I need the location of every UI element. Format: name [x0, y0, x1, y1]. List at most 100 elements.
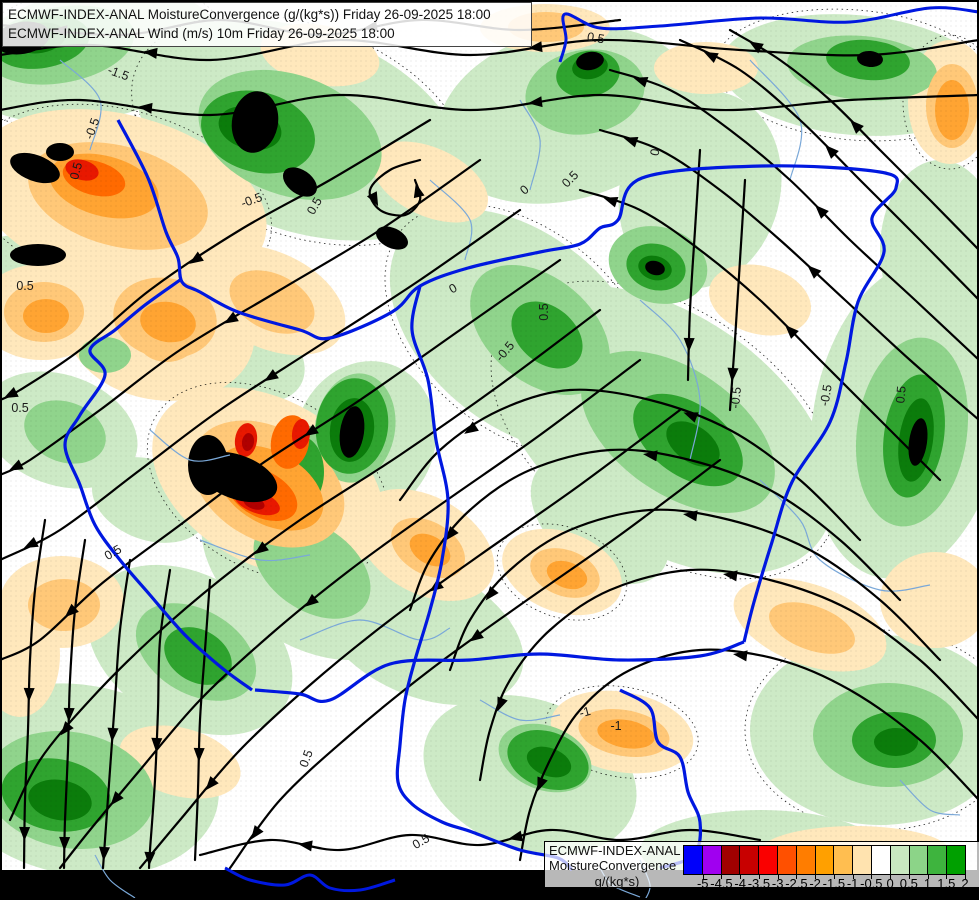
legend-tick	[721, 875, 723, 879]
legend-cell	[815, 846, 835, 874]
wind-streamline	[0, 258, 562, 662]
streamline-arrowhead	[189, 251, 204, 264]
tributary-river	[94, 854, 136, 899]
streamline-arrowhead	[60, 721, 74, 736]
contour-label: 0.5	[537, 303, 551, 320]
legend-tick-label: -1	[846, 876, 859, 891]
contour-label: -0.5	[817, 383, 835, 407]
streamline-arrowhead	[508, 830, 523, 842]
wind-streamline	[478, 568, 979, 782]
contour-label: 0.5	[297, 748, 316, 769]
streamline-arrowhead	[19, 826, 31, 841]
contour-label: -1	[578, 704, 592, 720]
legend-tick	[871, 875, 873, 879]
legend-tick-label: -3	[771, 876, 784, 891]
streamline-arrowhead	[304, 424, 319, 437]
streamline-arrowhead	[683, 412, 699, 423]
legend-text: ECMWF-INDEX-ANAL MoistureConvergence g/(…	[549, 843, 685, 889]
streamline-arrowhead	[3, 386, 19, 399]
streamline-arrowhead	[633, 76, 649, 88]
legend-cell	[702, 846, 722, 874]
legend-tick-label: -5	[696, 876, 709, 891]
streamline-arrowhead	[143, 47, 158, 59]
legend-cell	[684, 846, 703, 874]
legend-units: g/(kg*s)	[594, 874, 640, 889]
contour-label: -1.5	[106, 63, 131, 84]
legend-tick	[758, 875, 760, 879]
streamline-arrowhead	[528, 41, 543, 53]
contour-label: 0.5	[893, 385, 908, 404]
river-southwest-border	[63, 278, 253, 692]
legend-tick	[777, 875, 779, 879]
streamline-arrowhead	[107, 727, 119, 742]
streamline-arrowhead	[623, 136, 639, 148]
contour-label: 0.5	[11, 401, 28, 415]
wind-streamline	[578, 188, 942, 482]
streamline-arrowhead	[683, 337, 695, 352]
streamline-arrowhead	[254, 541, 269, 555]
streamline-arrowhead	[815, 205, 829, 219]
legend-tick	[702, 875, 704, 879]
title-line-wind: ECMWF-INDEX-ANAL Wind (m/s) 10m Friday 2…	[8, 26, 395, 41]
tributary-river	[59, 59, 102, 151]
streamline-arrowhead	[727, 367, 739, 382]
streamline-arrowhead	[850, 120, 864, 134]
legend-tick-label: 1	[923, 876, 932, 891]
legend-cell	[834, 846, 854, 874]
contour-label: 0.5	[16, 279, 33, 293]
streamline-arrowhead	[785, 325, 799, 339]
river-border-layer	[63, 6, 979, 893]
streamline-arrowhead	[23, 536, 39, 549]
legend-tick-label: -0.5	[860, 876, 883, 891]
legend-colorbar-cells	[683, 845, 966, 875]
tributary-river	[899, 779, 961, 816]
streamline-arrowhead	[413, 183, 425, 199]
legend-tick	[965, 875, 966, 879]
legend-tick-label: -3.5	[747, 876, 771, 891]
legend-tick	[890, 875, 892, 879]
legend-cell	[871, 846, 891, 874]
legend-cell	[777, 846, 797, 874]
streamline-arrowhead	[485, 586, 499, 601]
legend-tick	[908, 875, 910, 879]
title-box: ECMWF-INDEX-ANAL MoistureConvergence (g/…	[2, 2, 532, 47]
legend-tick-label: -2.5	[785, 876, 808, 891]
tributary-river	[199, 539, 311, 562]
legend-tick	[796, 875, 798, 879]
legend-cell	[853, 846, 872, 874]
river-danube-south	[395, 285, 574, 872]
river-bottomband-river	[224, 866, 396, 893]
streamline-arrowhead	[59, 836, 71, 851]
streamline-arrowhead	[603, 196, 619, 208]
contour-label: 0.5	[67, 161, 85, 181]
legend-tick	[740, 875, 742, 879]
wind-streamline	[138, 408, 682, 870]
wind-streamline	[518, 648, 979, 862]
streamline-arrowhead	[528, 96, 543, 108]
wind-streamline	[0, 93, 979, 117]
legend-cell	[796, 846, 816, 874]
title-line-moisture: ECMWF-INDEX-ANAL MoistureConvergence (g/…	[8, 7, 491, 22]
legend-tick-label: 1.5	[937, 876, 956, 891]
streamline-arrowhead	[144, 851, 156, 866]
streamline-arrowhead	[138, 102, 153, 114]
streamline-arrowhead	[63, 707, 75, 722]
river-top-river	[558, 6, 979, 63]
legend-title-line1: ECMWF-INDEX-ANAL	[549, 843, 681, 858]
streamline-arrowhead	[110, 791, 124, 806]
streamline-arrowhead	[469, 628, 484, 642]
legend-tick	[815, 875, 817, 879]
streamline-arrowhead	[703, 51, 719, 64]
streamline-arrowhead	[205, 776, 219, 791]
streamline-arrowhead	[537, 776, 548, 792]
contour-label: -0.5	[82, 116, 103, 141]
wind-streamline	[608, 68, 979, 362]
legend-tick-label: -1.5	[822, 876, 846, 891]
contour-label: 0.5	[586, 30, 606, 47]
wind-streamline	[598, 128, 979, 422]
contour-label: -0.5	[239, 190, 264, 211]
river-south-border-river	[254, 640, 745, 704]
streamline-arrowhead	[464, 421, 479, 434]
